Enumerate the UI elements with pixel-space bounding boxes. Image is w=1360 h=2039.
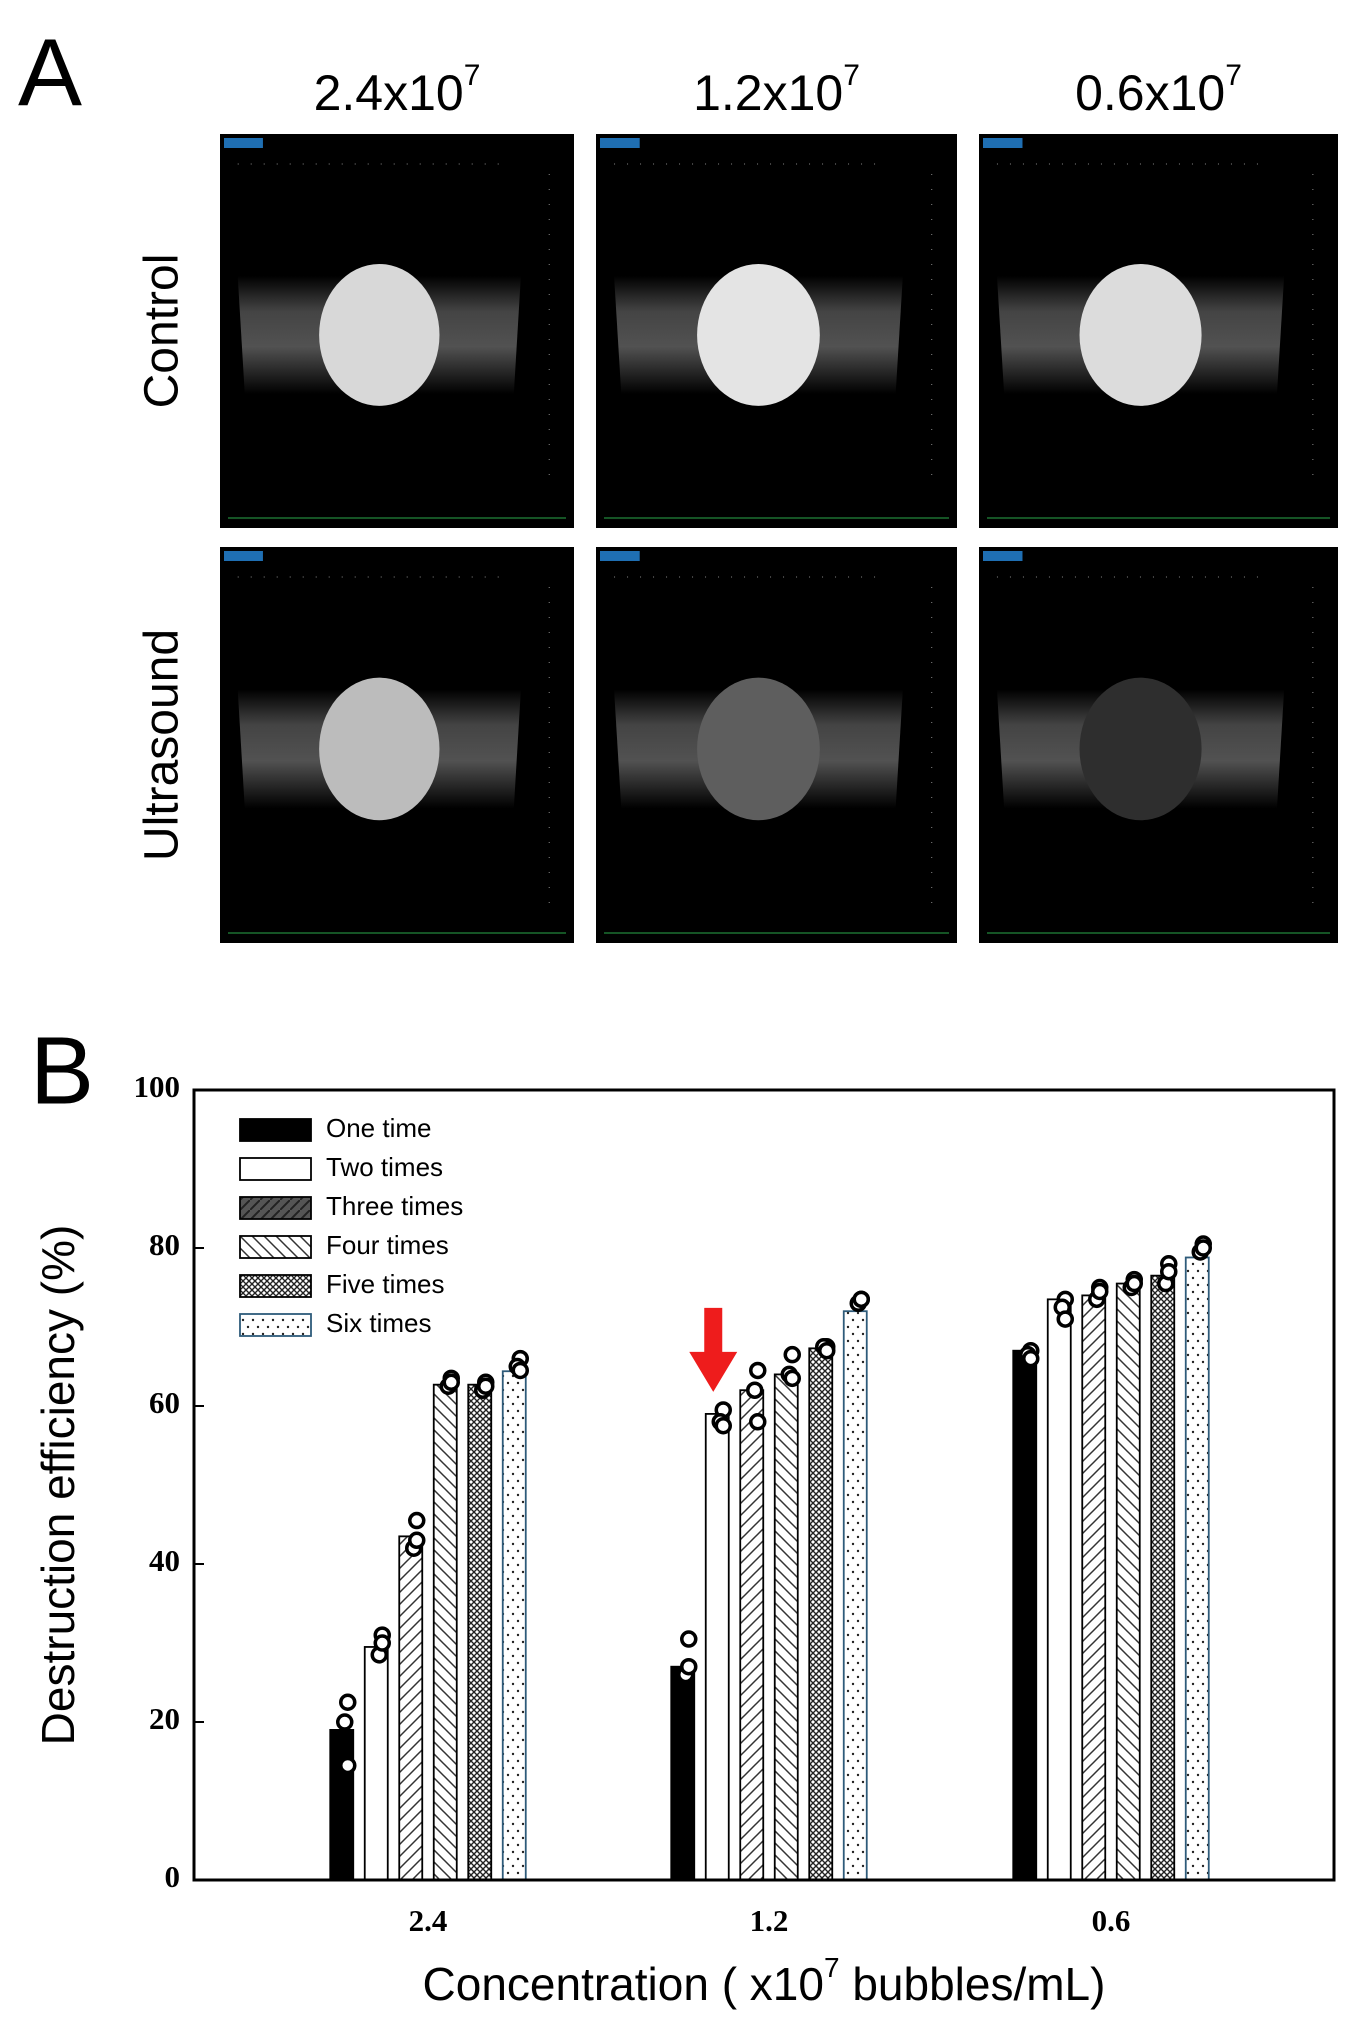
data-point (477, 1377, 495, 1395)
legend-swatch (239, 1196, 312, 1220)
x-axis-label: Concentration ( x107 bubbles/mL) (423, 1952, 1106, 2010)
data-point (680, 1630, 698, 1648)
data-point (373, 1634, 391, 1652)
header-base: 2.4x10 (314, 65, 464, 121)
logo (224, 551, 263, 561)
bar (1081, 1294, 1107, 1881)
data-point (442, 1373, 460, 1392)
data-point (408, 1511, 426, 1530)
y-tick-label: 40 (149, 1543, 180, 1578)
arrow (689, 1307, 738, 1392)
legend-label: Two times (326, 1152, 443, 1182)
legend-swatch (239, 1118, 312, 1142)
header-base: 1.2x10 (693, 65, 843, 121)
legend-swatch (239, 1274, 312, 1298)
legend-swatch (239, 1235, 312, 1259)
logo (600, 551, 640, 561)
bar (1184, 1256, 1210, 1881)
data-point (1194, 1239, 1212, 1257)
x-tick-label: 1.2 (750, 1903, 789, 1938)
bar (842, 1310, 868, 1881)
data-point (408, 1531, 426, 1550)
legend-swatch (239, 1157, 312, 1181)
legend-label: Four times (326, 1230, 449, 1260)
header-exp: 7 (464, 59, 481, 92)
legend-label: One time (326, 1113, 432, 1143)
data-point (714, 1417, 732, 1435)
bar (670, 1665, 696, 1881)
bar (1012, 1349, 1038, 1881)
bar (329, 1729, 355, 1881)
logo (600, 138, 640, 148)
y-tick-label: 0 (165, 1859, 181, 1894)
bubble-region (319, 677, 440, 821)
data-point (818, 1341, 836, 1360)
bar (704, 1413, 730, 1881)
logo (983, 551, 1023, 561)
bar (363, 1646, 389, 1881)
data-point (336, 1713, 354, 1731)
bubble-region (319, 264, 440, 406)
data-point (1091, 1282, 1109, 1301)
legend-swatch (239, 1313, 312, 1337)
header-base: 0.6x10 (1075, 65, 1225, 121)
data-point (746, 1381, 764, 1399)
data-point (680, 1657, 698, 1676)
y-tick-label: 100 (134, 1069, 181, 1104)
column-header: 2.4x107 (314, 59, 481, 121)
legend-label: Six times (326, 1308, 431, 1338)
bubble-region (1079, 677, 1202, 821)
data-point (749, 1413, 767, 1431)
y-tick-label: 20 (149, 1701, 180, 1736)
y-tick-label: 60 (149, 1385, 180, 1420)
logo (224, 138, 263, 148)
bar (739, 1389, 765, 1881)
plot-frame (192, 1088, 1336, 1882)
x-tick-label: 2.4 (409, 1903, 448, 1938)
data-point (1056, 1310, 1074, 1328)
bar (467, 1383, 493, 1881)
logo (983, 138, 1023, 148)
bubble-region (697, 264, 820, 406)
data-point (1125, 1274, 1143, 1293)
x-label-text: bubbles/mL) (840, 1958, 1106, 2010)
x-label-text: Concentration ( x10 (423, 1958, 824, 2010)
bar (501, 1370, 527, 1881)
data-point (1160, 1262, 1178, 1281)
header-exp: 7 (1225, 59, 1242, 92)
row-label: Ultrasound (136, 629, 189, 861)
bar (1115, 1282, 1141, 1881)
column-header: 0.6x107 (1075, 59, 1242, 121)
legend-label: Five times (326, 1269, 444, 1299)
bar (1150, 1274, 1176, 1881)
panel-label: B (30, 1017, 94, 1124)
data-point (511, 1361, 529, 1380)
data-point (749, 1361, 767, 1380)
bubble-region (1079, 264, 1202, 406)
row-label: Control (136, 254, 189, 409)
bar (1046, 1298, 1072, 1881)
panel-label: A (18, 19, 82, 126)
header-exp: 7 (843, 59, 860, 92)
data-point (1022, 1349, 1040, 1368)
bar (398, 1535, 424, 1881)
bar (432, 1383, 458, 1881)
ultrasound-grid (220, 134, 1338, 943)
column-header: 1.2x107 (693, 59, 860, 121)
data-point (339, 1693, 357, 1711)
y-axis-label: Destruction efficiency (%) (32, 1225, 84, 1746)
data-point (783, 1345, 801, 1364)
x-tick-label: 0.6 (1092, 1903, 1131, 1938)
legend-label: Three times (326, 1191, 463, 1221)
y-tick-label: 80 (149, 1227, 180, 1262)
bar (773, 1373, 799, 1881)
bar (808, 1347, 834, 1881)
data-point (339, 1756, 357, 1775)
data-point (783, 1369, 801, 1388)
x-label-exp: 7 (824, 1952, 840, 1983)
data-point (852, 1290, 870, 1309)
bubble-region (697, 677, 820, 821)
